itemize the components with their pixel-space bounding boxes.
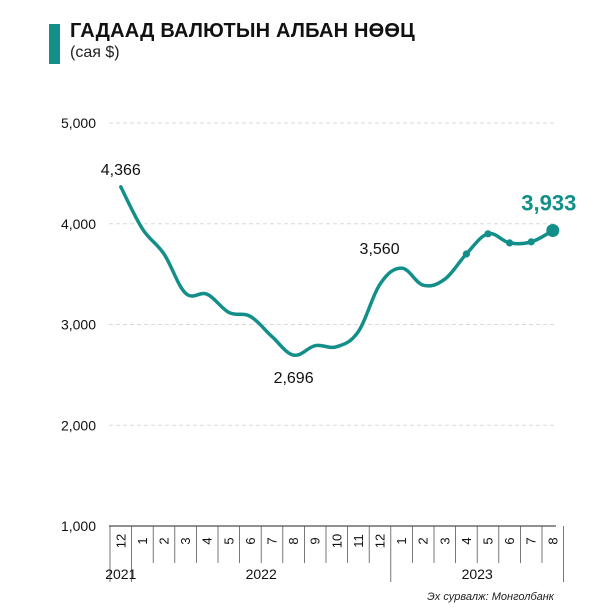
x-axis — [109, 525, 564, 582]
x-tick-label: 8 — [545, 537, 560, 544]
x-tick-label: 2 — [416, 537, 431, 544]
year-label: 2022 — [246, 566, 277, 582]
y-tick-label: 5,000 — [61, 115, 96, 131]
year-label: 2021 — [105, 566, 136, 582]
y-tick-label: 2,000 — [61, 417, 96, 433]
title-accent-bar — [49, 24, 60, 64]
y-tick-label: 1,000 — [61, 518, 96, 534]
chart-title: ГАДААД ВАЛЮТЫН АЛБАН НӨӨЦ — [70, 20, 415, 42]
data-label: 4,366 — [101, 162, 141, 179]
x-tick-label: 5 — [481, 537, 496, 544]
chart-subtitle: (сая $) — [70, 44, 120, 61]
x-tick-label: 9 — [308, 537, 323, 544]
x-tick-label: 12 — [113, 534, 128, 548]
x-tick-label: 7 — [524, 537, 539, 544]
data-point-latest — [546, 224, 560, 238]
x-tick-label: 7 — [265, 537, 280, 544]
x-tick-label: 3 — [178, 537, 193, 544]
source-note: Эх сурвалж: Монголбанк — [427, 591, 554, 603]
data-point — [462, 250, 470, 258]
x-tick-label: 5 — [221, 537, 236, 544]
grid-lines — [109, 122, 556, 426]
x-tick-label: 11 — [351, 534, 366, 548]
x-tick-label: 10 — [329, 534, 344, 548]
x-tick-label: 1 — [394, 537, 409, 544]
y-tick-label: 3,000 — [61, 317, 96, 333]
x-tick-label: 3 — [437, 537, 452, 544]
data-point — [506, 239, 514, 247]
latest-value-label: 3,933 — [521, 191, 576, 216]
x-tick-label: 4 — [200, 537, 215, 544]
y-tick-label: 4,000 — [61, 216, 96, 232]
series-path — [119, 185, 555, 358]
data-markers — [462, 224, 560, 258]
series-line — [119, 185, 555, 358]
x-tick-label: 8 — [286, 537, 301, 544]
x-tick-label: 12 — [373, 534, 388, 548]
data-point — [527, 238, 535, 246]
x-tick-label: 6 — [502, 537, 517, 544]
x-tick-label: 1 — [135, 537, 150, 544]
data-label: 2,696 — [274, 370, 314, 387]
x-tick-label: 4 — [459, 537, 474, 544]
year-label: 2023 — [462, 566, 493, 582]
data-point — [484, 230, 492, 238]
data-label: 3,560 — [360, 241, 400, 258]
x-tick-label: 6 — [243, 537, 258, 544]
x-tick-label: 2 — [157, 537, 172, 544]
